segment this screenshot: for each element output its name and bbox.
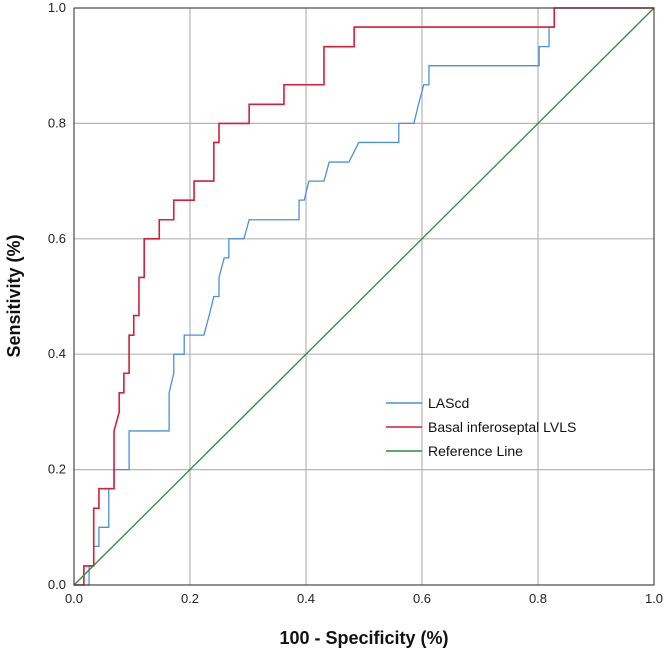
x-tick-label: 0.8 — [529, 591, 547, 606]
x-tick-label: 0.4 — [297, 591, 315, 606]
series-line-basal-inferoseptal-lvls — [74, 7, 654, 586]
x-tick-label: 0.0 — [65, 591, 83, 606]
plot-frame — [73, 7, 655, 586]
legend-label-reference-line: Reference Line — [428, 443, 523, 459]
y-tick-label: 0.8 — [48, 115, 66, 130]
grid-lines — [73, 7, 655, 586]
x-tick-label: 0.6 — [413, 591, 431, 606]
series-line-reference-line — [73, 7, 655, 586]
x-tick-label: 0.2 — [181, 591, 199, 606]
tick-labels: 0.0 0.2 0.4 0.6 0.8 1.0 0.0 0.2 0.4 0.6 0.8 1.0 — [48, 0, 663, 606]
y-tick-label: 0.4 — [48, 346, 66, 361]
legend-label-basal-inferoseptal-lvls: Basal inferoseptal LVLS — [428, 419, 576, 435]
y-tick-label: 1.0 — [48, 0, 66, 15]
y-tick-label: 0.2 — [48, 462, 66, 477]
y-tick-label: 0.6 — [48, 231, 66, 246]
y-tick-label: 0.0 — [48, 577, 66, 592]
x-tick-label: 1.0 — [645, 591, 663, 606]
y-axis-label: Sensitivity (%) — [4, 234, 24, 357]
legend-label-lascd: LAScd — [428, 395, 469, 411]
legend: LAScd Basal inferoseptal LVLS Reference Li… — [386, 395, 576, 459]
series-layer — [73, 7, 655, 586]
x-axis-label: 100 - Specificity (%) — [279, 628, 448, 648]
